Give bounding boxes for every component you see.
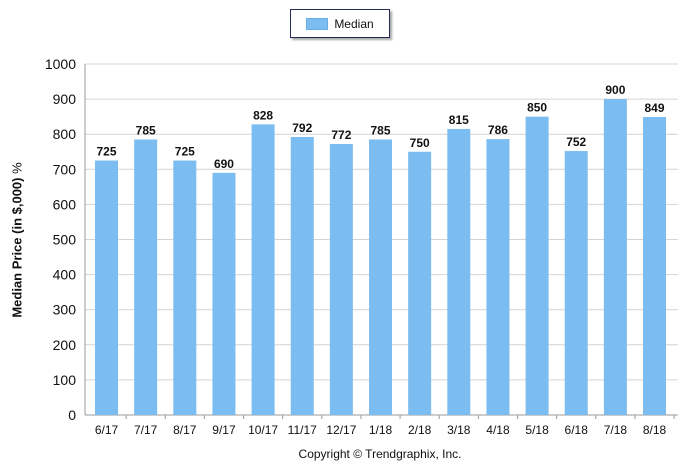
bar (447, 128, 471, 415)
x-tick-label: 9/17 (212, 423, 236, 437)
y-tick-label: 300 (53, 302, 77, 318)
bar (173, 160, 197, 415)
x-tick-label: 7/17 (134, 423, 158, 437)
x-tick-label: 1/18 (369, 423, 393, 437)
bar (486, 139, 510, 415)
y-tick-label: 800 (53, 126, 77, 142)
bar (369, 139, 393, 415)
bar (643, 117, 667, 415)
x-tick-label: 8/17 (173, 423, 197, 437)
bar (525, 116, 549, 416)
data-label: 690 (214, 157, 234, 171)
x-tick-label: 12/17 (326, 423, 356, 437)
y-axis-title-unit: % (9, 162, 25, 174)
y-tick-label: 600 (53, 196, 77, 212)
bar (212, 172, 236, 415)
legend-label: Median (334, 16, 374, 31)
data-label: 815 (449, 113, 469, 127)
copyright: Copyright © Trendgraphix, Inc. (298, 447, 462, 461)
y-tick-label: 700 (53, 161, 77, 177)
y-tick-label: 100 (53, 372, 77, 388)
bar (251, 124, 275, 415)
data-label: 785 (371, 123, 391, 137)
data-label: 828 (253, 108, 273, 122)
y-axis-title: Median Price (in $,000) % (10, 162, 25, 317)
bar (290, 137, 314, 415)
bar (95, 160, 119, 415)
x-tick-label: 5/18 (525, 423, 549, 437)
x-tick-label: 2/18 (408, 423, 432, 437)
x-tick-label: 3/18 (447, 423, 471, 437)
y-tick-label: 200 (53, 337, 77, 353)
y-axis-title-text: Median Price (in $,000) (9, 177, 25, 318)
data-label: 785 (136, 123, 156, 137)
y-tick-label: 400 (53, 267, 77, 283)
data-label: 850 (527, 101, 547, 115)
bar (408, 151, 432, 415)
y-tick-label: 900 (53, 91, 77, 107)
bar (329, 144, 353, 415)
legend: Median (290, 9, 390, 38)
x-tick-label: 8/18 (643, 423, 667, 437)
bar (603, 99, 627, 415)
y-tick-label: 0 (68, 407, 76, 423)
y-tick-label: 500 (53, 232, 77, 248)
legend-swatch (306, 17, 329, 30)
data-label: 752 (566, 135, 586, 149)
data-label: 849 (644, 101, 664, 115)
y-tick-label: 1000 (45, 56, 76, 72)
x-tick-label: 10/17 (248, 423, 278, 437)
x-tick-label: 6/18 (565, 423, 589, 437)
x-tick-label: 4/18 (486, 423, 510, 437)
x-tick-label: 6/17 (95, 423, 119, 437)
data-label: 772 (331, 128, 351, 142)
data-label: 786 (488, 123, 508, 137)
data-label: 792 (292, 121, 312, 135)
x-tick-label: 7/18 (604, 423, 628, 437)
data-label: 900 (605, 83, 625, 97)
data-label: 750 (410, 136, 430, 150)
bar (564, 151, 588, 415)
data-label: 725 (175, 145, 195, 159)
bar (134, 139, 158, 415)
data-label: 725 (97, 145, 117, 159)
x-tick-label: 11/17 (288, 423, 317, 437)
